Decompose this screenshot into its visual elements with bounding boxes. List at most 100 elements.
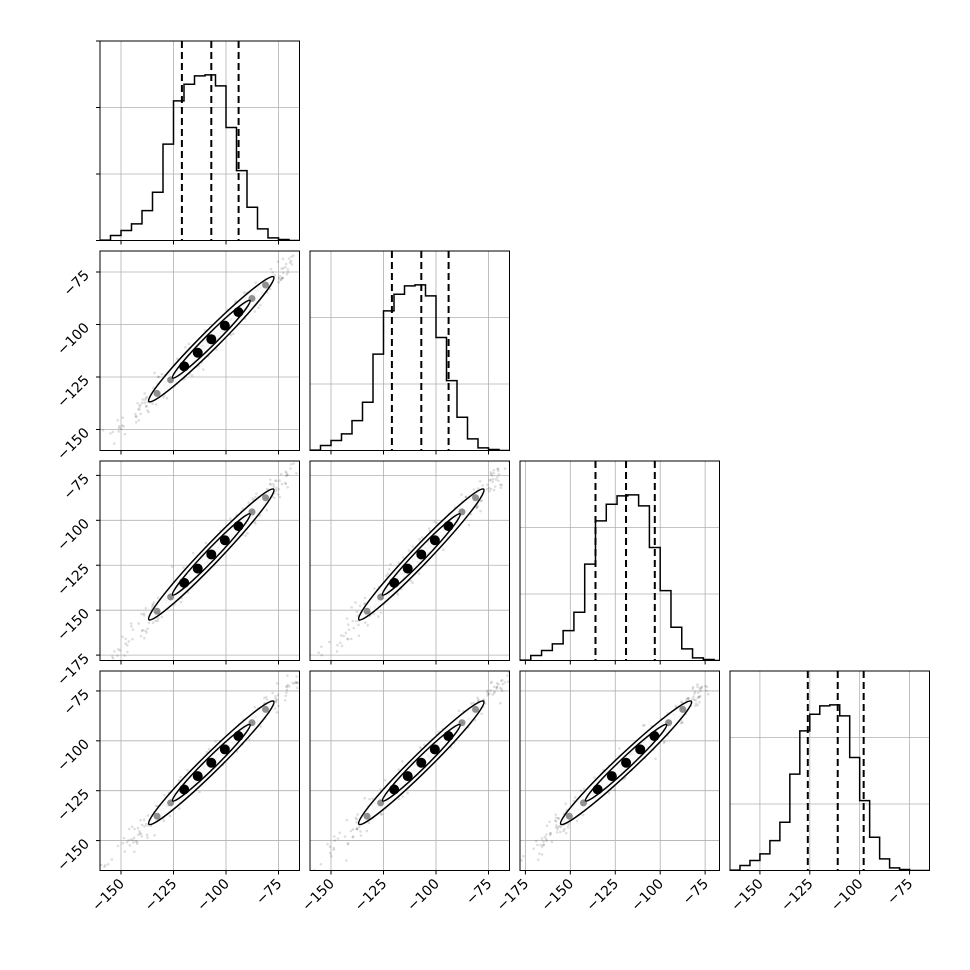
scatter-point	[397, 797, 401, 801]
scatter-point	[165, 396, 169, 400]
density-blob	[219, 535, 230, 546]
scatter-point	[117, 426, 121, 430]
scatter-point	[496, 467, 500, 471]
scatter-point	[136, 826, 140, 830]
scatter-point	[97, 876, 100, 879]
scatter-point	[346, 623, 350, 626]
scatter-point	[283, 699, 287, 702]
x-tick-label: −150	[728, 876, 767, 915]
scatter-point	[543, 835, 547, 839]
scatter-point	[294, 680, 298, 684]
scatter-point	[116, 647, 120, 651]
scatter-point	[489, 681, 493, 685]
panel-3-2: −175 −150 −125 −100 −75	[493, 669, 726, 915]
y-tick-label: −100	[54, 320, 93, 359]
scatter-point	[723, 669, 726, 672]
scatter-point	[559, 825, 563, 829]
density-core	[560, 700, 692, 825]
scatter-point	[254, 281, 258, 284]
scatter-point	[464, 495, 468, 499]
scatter-point	[171, 565, 174, 568]
density-core	[358, 700, 484, 825]
scatter-point	[681, 721, 684, 725]
scatter-point	[372, 587, 376, 590]
scatter-point	[340, 644, 344, 648]
scatter-point	[356, 813, 359, 816]
scatter-point	[643, 723, 646, 727]
scatter-point	[116, 418, 119, 422]
scatter-point	[349, 829, 353, 833]
scatter-point	[487, 486, 491, 490]
scatter-point	[146, 627, 150, 631]
scatter-point	[277, 487, 281, 491]
scatter-point	[499, 486, 503, 489]
density-blob	[606, 771, 617, 782]
scatter-point	[472, 488, 476, 491]
scatter-point	[564, 831, 568, 835]
scatter-point	[534, 839, 538, 843]
scatter-point	[500, 689, 504, 693]
scatter-point	[493, 892, 496, 895]
scatter-point	[326, 842, 329, 846]
scatter-point	[554, 816, 558, 819]
scatter-point	[140, 823, 144, 827]
scatter-point	[368, 797, 371, 801]
scatter-point	[480, 499, 484, 502]
scatter-point	[581, 813, 585, 817]
scatter-point	[121, 416, 125, 419]
scatter-point	[275, 486, 278, 490]
scatter-point	[522, 854, 525, 858]
scatter-point	[536, 647, 539, 650]
scatter-point	[123, 654, 126, 657]
scatter-point	[103, 863, 107, 867]
scatter-point	[116, 844, 120, 848]
scatter-point	[355, 821, 358, 824]
scatter-point	[613, 788, 616, 792]
scatter-point	[291, 681, 294, 685]
scatter-point	[548, 820, 551, 824]
scatter-point	[401, 760, 404, 763]
scatter-point	[698, 686, 702, 690]
scatter-point	[699, 689, 702, 693]
scatter-point	[284, 262, 288, 266]
scatter-point	[274, 479, 277, 482]
contour-line	[147, 275, 275, 403]
scatter-point	[397, 561, 401, 565]
scatter-point	[111, 656, 115, 660]
scatter-point	[477, 698, 480, 702]
scatter-point	[142, 612, 146, 615]
scatter-point	[700, 685, 704, 688]
scatter-point	[284, 474, 288, 478]
scatter-point	[493, 691, 496, 695]
scatter-point	[696, 685, 699, 689]
scatter-point	[128, 844, 132, 847]
scatter-point	[229, 333, 233, 337]
scatter-point	[286, 486, 290, 489]
scatter-point	[277, 276, 281, 280]
scatter-point	[156, 619, 159, 623]
scatter-point	[307, 238, 310, 241]
scatter-point	[289, 467, 292, 470]
scatter-point	[89, 873, 92, 876]
scatter-point	[82, 896, 85, 899]
scatter-point	[696, 691, 700, 695]
scatter-point	[698, 695, 701, 698]
scatter-point	[490, 680, 494, 684]
density-blob	[206, 549, 217, 560]
scatter-point	[694, 704, 697, 708]
scatter-point	[359, 830, 362, 833]
scatter-point	[538, 852, 541, 856]
scatter-point	[328, 640, 331, 644]
scatter-point	[285, 685, 289, 688]
scatter-point	[349, 637, 353, 641]
scatter-point	[137, 408, 140, 411]
scatter-point	[276, 493, 280, 496]
scatter-point	[118, 424, 121, 428]
scatter-point	[254, 496, 257, 499]
scatter-point	[106, 862, 110, 866]
x-tick-label: −150	[299, 876, 338, 915]
scatter-point	[254, 522, 257, 525]
panel-frame	[519, 460, 720, 661]
scatter-point	[281, 266, 285, 270]
density-blob	[153, 607, 161, 615]
